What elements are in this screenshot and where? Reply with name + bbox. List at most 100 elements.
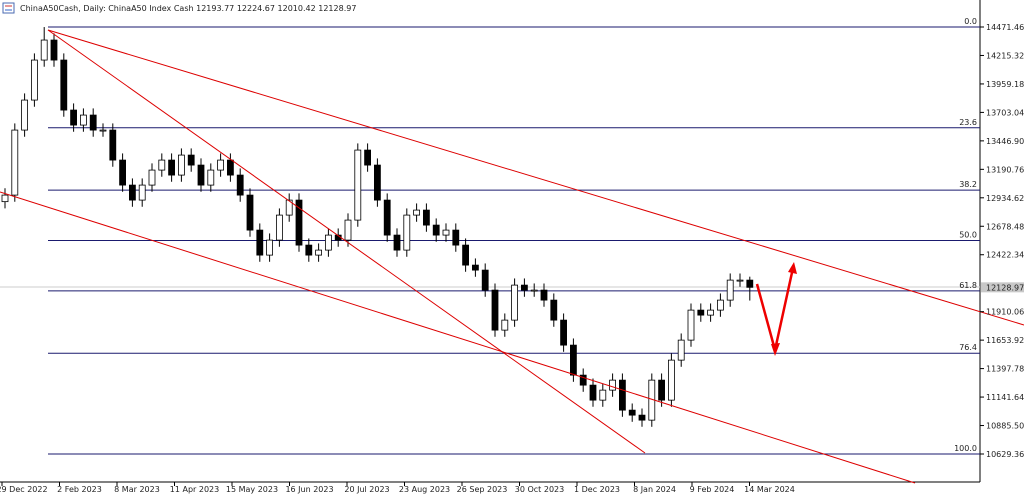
y-tick-label: 13190.76 [986, 165, 1024, 174]
x-tick-label: 30 Oct 2023 [515, 485, 564, 494]
candle-body [119, 159, 126, 186]
candle-body [628, 409, 636, 416]
x-tick-label: 16 Jun 2023 [285, 485, 333, 494]
y-tick-label: 11653.92 [986, 336, 1024, 345]
candle-body [305, 244, 313, 256]
y-tick-label: 13703.04 [986, 108, 1024, 117]
candle-body [207, 169, 215, 186]
candle-body [736, 279, 744, 282]
candle-body [717, 299, 724, 311]
fib-label: 23.6 [959, 118, 977, 127]
candle-body [697, 309, 705, 316]
candle-body [746, 279, 754, 288]
candle-body [315, 249, 323, 256]
x-tick-label: 26 Sep 2023 [457, 485, 508, 494]
y-tick-label: 11397.78 [986, 365, 1024, 374]
candle-body [687, 309, 695, 341]
candle-body [80, 114, 87, 126]
fib-label: 76.4 [959, 343, 977, 352]
fib-label: 0.0 [964, 17, 977, 26]
y-tick-label: 14471.46 [986, 23, 1024, 32]
candle-body [354, 149, 362, 221]
candle-body [226, 159, 234, 176]
trend-line [47, 29, 646, 454]
candle-body [658, 379, 665, 401]
y-tick-label: 13446.90 [986, 137, 1024, 146]
x-tick-label: 8 Jan 2024 [633, 485, 676, 494]
arrow-head [788, 262, 797, 274]
candle-body [383, 199, 391, 236]
forecast-arrow [755, 267, 795, 351]
x-tick-label: 1 Dec 2023 [574, 485, 620, 494]
chart-title: ChinaA50Cash, Daily: ChinaA50 Index Cash… [20, 4, 356, 13]
candle-body [638, 414, 646, 421]
candle-body [256, 229, 264, 256]
x-tick-label: 8 Mar 2023 [114, 485, 160, 494]
x-tick-label: 15 May 2023 [226, 485, 278, 494]
trend-line [0, 191, 916, 484]
candle-body [99, 129, 107, 132]
candle-body [21, 99, 29, 131]
candle-body [413, 209, 421, 216]
candle-body [128, 184, 136, 201]
y-tick-label: 10885.50 [986, 422, 1024, 431]
candle-body [148, 169, 156, 186]
price-tag-label: 12128.97 [986, 283, 1024, 292]
candle-body [11, 129, 19, 196]
arrow-head [771, 343, 780, 356]
candle-body [324, 234, 332, 251]
candle-body [344, 219, 352, 241]
fib-label: 100.0 [954, 444, 977, 453]
fib-label: 38.2 [959, 180, 977, 189]
candle-body [560, 319, 567, 346]
candle-body [217, 159, 225, 171]
price-tag [981, 282, 1024, 293]
candle-body [511, 284, 519, 321]
candle-body [168, 159, 176, 176]
y-tick-label: 14215.32 [986, 51, 1024, 60]
y-tick-label: 12678.48 [986, 222, 1024, 231]
candle-body [442, 229, 450, 236]
x-tick-label: 20 Jul 2023 [344, 485, 389, 494]
y-tick-label: 10629.36 [986, 450, 1024, 459]
candle-body [89, 114, 97, 131]
y-tick-label: 11910.06 [986, 308, 1024, 317]
candle-body [158, 159, 166, 171]
candle-body [403, 214, 411, 251]
candle-body [609, 379, 616, 391]
candle-body [540, 289, 548, 301]
fib-label: 50.0 [959, 231, 977, 240]
candle-body [471, 264, 479, 271]
candle-body [589, 384, 597, 401]
candle-body [491, 289, 499, 331]
candle-body [1, 194, 9, 203]
candle-body [109, 129, 117, 161]
candle-body [70, 109, 77, 126]
x-tick-label: 23 Aug 2023 [399, 485, 450, 494]
candle-body [295, 199, 303, 246]
candle-body [452, 229, 460, 246]
y-tick-label: 13959.18 [986, 80, 1024, 89]
x-tick-label: 2 Feb 2023 [57, 485, 102, 494]
chart-icon [2, 2, 15, 14]
candle-body [432, 224, 440, 236]
candle-body [275, 214, 283, 241]
candle-body [481, 269, 489, 291]
candle-body [530, 289, 538, 292]
fib-label: 61.8 [959, 281, 977, 290]
x-tick-label: 14 Mar 2024 [744, 485, 795, 494]
candle-body [197, 164, 205, 186]
candle-body [422, 209, 430, 226]
candle-body [677, 339, 685, 361]
candle-body [619, 379, 626, 411]
candle-body [550, 299, 558, 321]
x-tick-label: 11 Apr 2023 [170, 485, 219, 494]
y-tick-label: 11141.64 [986, 393, 1024, 402]
candle-body [138, 184, 146, 201]
candle-body [187, 154, 195, 166]
candle-body [246, 194, 254, 231]
x-tick-label: 9 Feb 2024 [690, 485, 735, 494]
candle-body [60, 59, 68, 111]
candle-body [726, 279, 734, 301]
